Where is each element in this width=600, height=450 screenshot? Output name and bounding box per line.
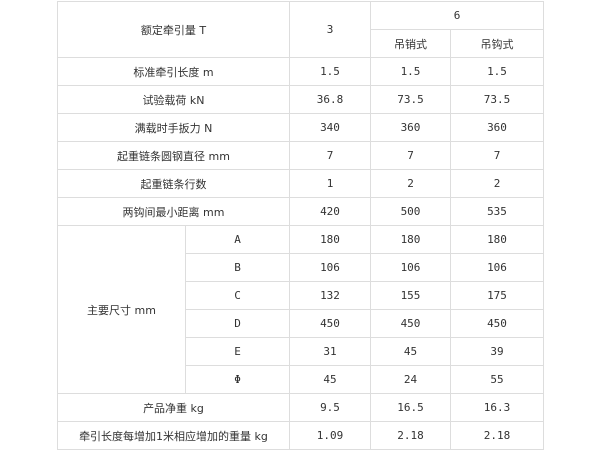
row-label: 试验载荷 kN — [57, 85, 290, 114]
value-cell: 450 — [370, 309, 451, 338]
table-row: E 31 45 39 — [58, 337, 544, 366]
dimension-key: B — [185, 253, 290, 282]
table-row: 试验载荷 kN 36.8 73.5 73.5 — [57, 85, 544, 114]
value-cell: 9.5 — [289, 393, 371, 422]
row-label: 产品净重 kg — [57, 393, 290, 422]
row-label: 起重链条圆钢直径 mm — [57, 141, 290, 170]
value-cell: 7 — [450, 141, 544, 170]
dimension-key: D — [185, 309, 290, 338]
table-row: 起重链条圆钢直径 mm 7 7 7 — [57, 141, 544, 170]
col-3t-header: 3 — [289, 1, 371, 58]
rated-traction-header: 额定牵引量 T — [57, 1, 290, 58]
dimension-key: Φ — [185, 365, 290, 394]
dimension-key: E — [185, 337, 290, 366]
value-cell: 45 — [370, 337, 451, 366]
value-cell: 420 — [289, 197, 371, 226]
value-cell: 45 — [289, 365, 371, 394]
value-cell: 39 — [450, 337, 544, 366]
value-cell: 7 — [289, 141, 371, 170]
value-cell: 2 — [450, 169, 544, 198]
value-cell: 1.09 — [289, 421, 371, 450]
value-cell: 1.5 — [289, 57, 371, 86]
table-row: 标准牵引长度 m 1.5 1.5 1.5 — [57, 57, 544, 86]
value-cell: 175 — [450, 281, 544, 310]
value-cell: 2 — [370, 169, 451, 198]
value-cell: 31 — [289, 337, 371, 366]
value-cell: 535 — [450, 197, 544, 226]
header-row: 额定牵引量 T 3 6 — [57, 1, 544, 58]
value-cell: 7 — [370, 141, 451, 170]
col-6t-header: 6 — [370, 1, 544, 30]
table-row: 牵引长度每增加1米相应增加的重量 kg 1.09 2.18 2.18 — [57, 421, 544, 450]
main-dimensions-label: 主要尺寸 mm — [57, 225, 186, 394]
table-row: C 132 155 175 — [58, 281, 544, 310]
value-cell: 16.5 — [370, 393, 451, 422]
value-cell: 450 — [450, 309, 544, 338]
value-cell: 73.5 — [370, 85, 451, 114]
value-cell: 180 — [450, 225, 544, 254]
value-cell: 180 — [289, 225, 371, 254]
table-row: 产品净重 kg 9.5 16.5 16.3 — [57, 393, 544, 422]
value-cell: 73.5 — [450, 85, 544, 114]
value-cell: 24 — [370, 365, 451, 394]
value-cell: 132 — [289, 281, 371, 310]
value-cell: 106 — [289, 253, 371, 282]
row-label: 满载时手扳力 N — [57, 113, 290, 142]
row-label: 两钩间最小距离 mm — [57, 197, 290, 226]
table-row: 满载时手扳力 N 340 360 360 — [57, 113, 544, 142]
row-label: 牵引长度每增加1米相应增加的重量 kg — [57, 421, 290, 450]
value-cell: 2.18 — [450, 421, 544, 450]
value-cell: 55 — [450, 365, 544, 394]
value-cell: 16.3 — [450, 393, 544, 422]
value-cell: 2.18 — [370, 421, 451, 450]
value-cell: 106 — [450, 253, 544, 282]
value-cell: 1.5 — [450, 57, 544, 86]
value-cell: 340 — [289, 113, 371, 142]
dimension-key: A — [185, 225, 290, 254]
table-row: 起重链条行数 1 2 2 — [57, 169, 544, 198]
spec-table: 额定牵引量 T 3 6 吊销式 吊钩式 标准牵引长度 m 1.5 1.5 1.5 试验载… — [57, 1, 544, 450]
subheader-row: 吊销式 吊钩式 — [58, 29, 544, 58]
table-row: 主要尺寸 mm A 180 180 180 — [57, 225, 544, 394]
table-row: Φ 45 24 55 — [58, 365, 544, 394]
pin-type-header: 吊销式 — [370, 29, 451, 58]
value-cell: 36.8 — [289, 85, 371, 114]
value-cell: 360 — [450, 113, 544, 142]
value-cell: 155 — [370, 281, 451, 310]
hook-type-header: 吊钩式 — [450, 29, 544, 58]
value-cell: 1.5 — [370, 57, 451, 86]
table-row: B 106 106 106 — [58, 253, 544, 282]
value-cell: 180 — [370, 225, 451, 254]
table-row: 两钩间最小距离 mm 420 500 535 — [57, 197, 544, 226]
row-label: 标准牵引长度 m — [57, 57, 290, 86]
dimension-key: C — [185, 281, 290, 310]
value-cell: 450 — [289, 309, 371, 338]
table-row: D 450 450 450 — [58, 309, 544, 338]
value-cell: 500 — [370, 197, 451, 226]
value-cell: 360 — [370, 113, 451, 142]
value-cell: 1 — [289, 169, 371, 198]
row-label: 起重链条行数 — [57, 169, 290, 198]
value-cell: 106 — [370, 253, 451, 282]
